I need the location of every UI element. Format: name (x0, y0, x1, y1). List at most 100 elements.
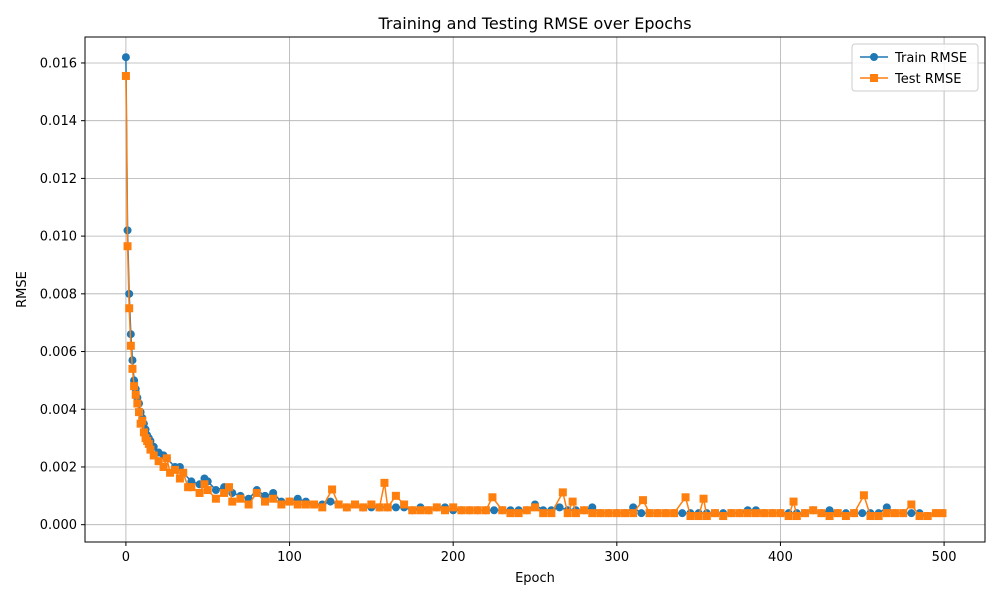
data-point (784, 512, 793, 521)
data-point (686, 512, 695, 521)
data-point (351, 500, 359, 509)
data-point (159, 462, 168, 471)
data-point (629, 509, 638, 518)
data-point (285, 497, 294, 506)
data-point (342, 503, 351, 512)
data-point (639, 496, 647, 505)
data-point (139, 428, 148, 437)
data-point (121, 53, 130, 62)
data-point (637, 509, 646, 518)
data-point (498, 506, 507, 515)
data-point (293, 500, 302, 509)
y-tick-label: 0.002 (40, 460, 77, 475)
data-point (187, 483, 196, 492)
data-point (121, 71, 130, 80)
y-tick-label: 0.016 (40, 56, 77, 71)
data-point (449, 503, 458, 512)
y-tick-label: 0.010 (40, 230, 77, 245)
data-point (735, 509, 744, 518)
x-axis-label: Epoch (515, 571, 555, 586)
data-point (133, 399, 142, 408)
data-point (539, 509, 548, 518)
data-point (166, 468, 175, 477)
data-point (465, 506, 474, 515)
data-point (833, 509, 842, 518)
y-tick-label: 0.004 (40, 403, 77, 418)
x-tick-label: 300 (604, 550, 629, 565)
y-tick-label: 0.008 (40, 287, 77, 302)
data-point (588, 509, 597, 518)
legend-train-marker (870, 53, 878, 61)
data-point (699, 494, 708, 503)
data-point (558, 488, 567, 497)
data-point (547, 509, 556, 518)
data-point (228, 497, 237, 506)
data-point (225, 483, 233, 492)
data-point (162, 454, 171, 463)
data-point (825, 512, 834, 521)
data-point (175, 474, 184, 483)
data-point (621, 509, 629, 518)
data-point (400, 500, 409, 509)
series-layer (121, 53, 947, 521)
data-point (490, 506, 499, 515)
data-point (841, 512, 850, 521)
data-point (571, 509, 580, 518)
data-point (269, 494, 278, 503)
data-point (817, 509, 826, 518)
data-point (424, 506, 433, 515)
data-point (776, 509, 785, 518)
axes-frame (84, 36, 986, 543)
data-point (850, 509, 859, 518)
data-point (604, 509, 613, 518)
data-point (931, 509, 940, 518)
data-point (801, 509, 809, 518)
data-point (858, 509, 867, 518)
data-point (179, 468, 188, 477)
data-point (694, 512, 703, 521)
x-tick-label: 100 (277, 550, 302, 565)
data-point (277, 500, 286, 509)
data-point (154, 457, 163, 466)
data-point (488, 493, 497, 502)
data-point (334, 500, 343, 509)
data-point (211, 486, 220, 495)
data-point (891, 509, 899, 518)
data-point (326, 497, 335, 506)
data-point (915, 512, 924, 521)
data-point (866, 512, 875, 521)
data-point (195, 488, 204, 497)
data-point (789, 497, 798, 506)
data-point (383, 503, 392, 512)
y-tick-label: 0.014 (40, 114, 77, 129)
y-tick-label: 0.000 (40, 518, 77, 533)
data-point (408, 506, 417, 515)
data-point (318, 503, 327, 512)
x-tick-label: 400 (768, 550, 793, 565)
data-point (768, 509, 777, 518)
data-point (359, 503, 368, 512)
data-point (310, 500, 319, 509)
data-point (563, 509, 572, 518)
data-point (146, 445, 155, 454)
data-point (809, 506, 818, 515)
data-point (138, 416, 147, 425)
x-tick-label: 200 (441, 550, 466, 565)
data-point (681, 493, 690, 502)
data-point (200, 480, 209, 489)
data-point (792, 512, 801, 521)
data-point (702, 512, 711, 521)
data-point (128, 364, 137, 373)
data-point (135, 408, 143, 417)
data-point (144, 439, 153, 448)
data-point (441, 506, 449, 515)
data-point (252, 488, 261, 497)
data-point (938, 509, 947, 518)
chart-title: Training and Testing RMSE over Epochs (377, 14, 691, 33)
data-point (711, 509, 719, 518)
grid (85, 37, 985, 542)
legend-test-label: Test RMSE (894, 72, 961, 87)
data-point (678, 509, 687, 518)
data-point (899, 509, 908, 518)
